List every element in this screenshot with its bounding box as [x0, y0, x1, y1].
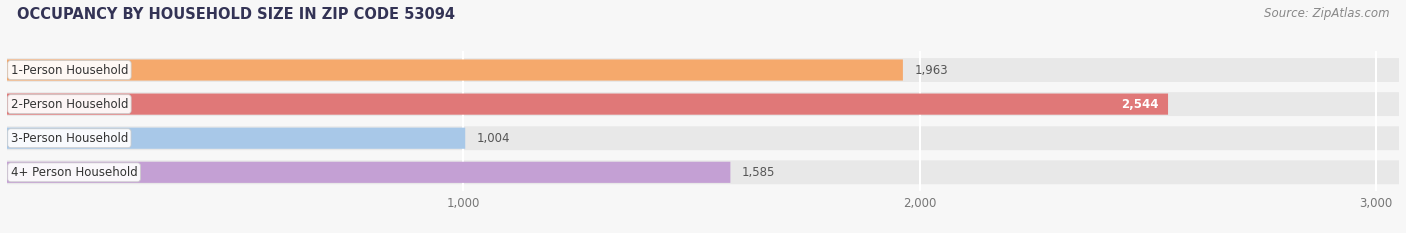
FancyBboxPatch shape — [7, 92, 1399, 116]
Text: 3-Person Household: 3-Person Household — [11, 132, 128, 145]
FancyBboxPatch shape — [7, 59, 903, 81]
Text: 1,585: 1,585 — [742, 166, 775, 179]
Text: 4+ Person Household: 4+ Person Household — [11, 166, 138, 179]
Text: OCCUPANCY BY HOUSEHOLD SIZE IN ZIP CODE 53094: OCCUPANCY BY HOUSEHOLD SIZE IN ZIP CODE … — [17, 7, 456, 22]
FancyBboxPatch shape — [7, 160, 1399, 184]
FancyBboxPatch shape — [7, 126, 1399, 150]
FancyBboxPatch shape — [7, 58, 1399, 82]
Text: 1,004: 1,004 — [477, 132, 510, 145]
Text: 2,544: 2,544 — [1122, 98, 1159, 111]
Text: 1-Person Household: 1-Person Household — [11, 64, 128, 76]
Text: 1,963: 1,963 — [914, 64, 948, 76]
FancyBboxPatch shape — [7, 128, 465, 149]
Text: Source: ZipAtlas.com: Source: ZipAtlas.com — [1264, 7, 1389, 20]
FancyBboxPatch shape — [7, 162, 730, 183]
Text: 2-Person Household: 2-Person Household — [11, 98, 128, 111]
FancyBboxPatch shape — [7, 93, 1168, 115]
